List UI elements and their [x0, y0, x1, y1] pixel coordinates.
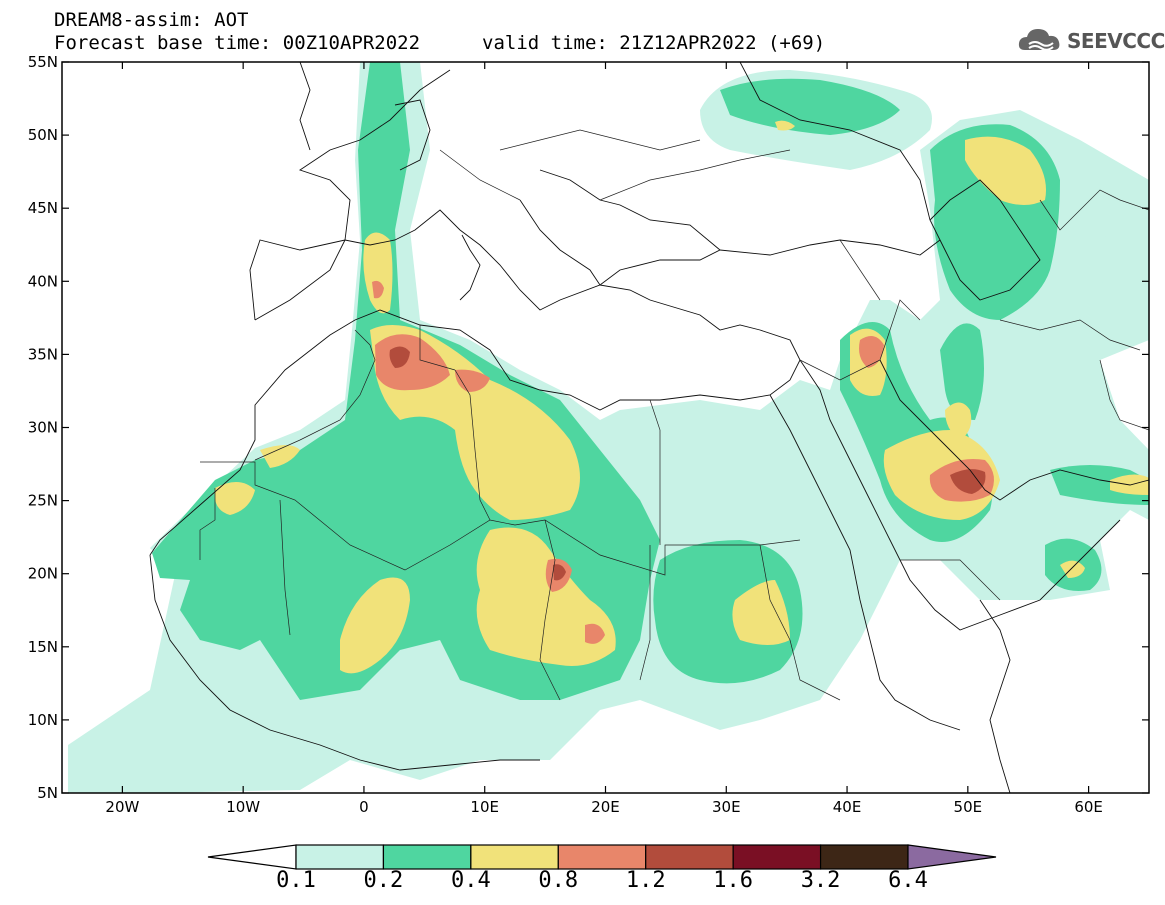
colorbar-label: 1.6 [713, 868, 754, 893]
colorbar-box [645, 844, 734, 870]
lat-label: 20N [28, 565, 58, 583]
lat-label: 35N [28, 345, 58, 363]
lat-label: 40N [28, 272, 58, 290]
lat-label: 30N [28, 419, 58, 437]
seevccc-logo: SEEVCCC [1017, 24, 1165, 58]
lat-label: 55N [28, 53, 58, 71]
colorbar [207, 844, 997, 870]
lat-label: 15N [28, 638, 58, 656]
lon-label: 40E [833, 798, 862, 816]
lon-label: 10E [470, 798, 499, 816]
colorbar-label: 0.1 [276, 868, 316, 893]
lon-label: 20E [591, 798, 620, 816]
lat-label: 25N [28, 492, 58, 510]
valid-time: valid time: 21Z12APR2022 (+69) [482, 32, 826, 54]
lon-label: 50E [954, 798, 983, 816]
aot-field [68, 62, 1149, 793]
lat-label: 5N [37, 784, 58, 802]
lon-label: 0 [359, 798, 369, 816]
colorbar-label: 6.4 [888, 868, 928, 893]
colorbar-label: 0.2 [363, 868, 404, 893]
lat-label: 45N [28, 199, 58, 217]
colorbar-label: 1.2 [625, 868, 666, 893]
colorbar-box [819, 844, 909, 870]
aot-level-1-2 [389, 346, 986, 581]
colorbar-box [295, 844, 385, 870]
country-borders [199, 129, 1149, 701]
colorbar-box [382, 844, 472, 870]
colorbar-box [732, 844, 822, 870]
colorbar-high-arrow [907, 844, 997, 870]
colorbar-label: 3.2 [800, 868, 841, 893]
logo-text: SEEVCCC [1067, 29, 1165, 53]
lon-label: 20W [105, 798, 139, 816]
lon-label: 10W [226, 798, 260, 816]
colorbar-low-arrow [207, 844, 297, 870]
lat-label: 50N [28, 126, 58, 144]
colorbar-label: 0.8 [538, 868, 579, 893]
lon-label: 60E [1074, 798, 1103, 816]
forecast-base-time: Forecast base time: 00Z10APR2022 [54, 32, 421, 54]
coastlines [149, 62, 1149, 793]
map-title: DREAM8-assim: AOT [54, 9, 249, 31]
cloud-icon [1018, 29, 1060, 51]
colorbar-box [470, 844, 559, 870]
colorbar-box [557, 844, 647, 870]
lon-label: 30E [712, 798, 741, 816]
colorbar-label: 0.4 [450, 868, 491, 893]
lat-label: 10N [28, 711, 58, 729]
